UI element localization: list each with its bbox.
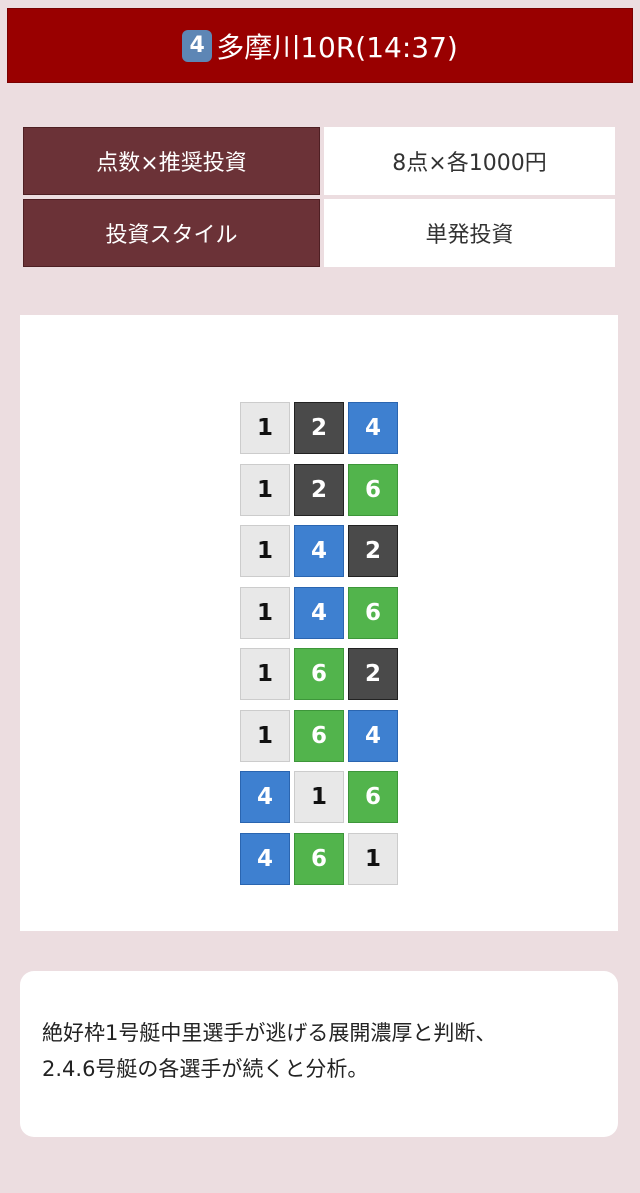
boat-number-cell: 6 [348,586,398,639]
boat-number-cell: 2 [348,648,398,700]
boat-number-cell: 1 [294,771,344,823]
keycap-4-icon: 4 [182,29,213,62]
info-label: 点数×推奨投資 [23,127,320,195]
boat-number-cell: 2 [294,463,344,516]
comment-line: 2.4.6号艇の各選手が続くと分析。 [42,1057,369,1081]
boat-number-cell: 4 [294,525,344,577]
boat-number-cell: 1 [240,525,290,577]
boat-number-cell: 6 [294,832,344,885]
boat-number-cell: 4 [294,586,344,639]
boat-number-cell: 6 [348,771,398,823]
race-header: 4 多摩川10R(14:37) [7,8,633,83]
boat-number-cell: 2 [294,402,344,454]
boat-number-cell: 1 [240,586,290,639]
info-value: 8点×各1000円 [324,127,615,195]
boat-number-cell: 4 [240,771,290,823]
analysis-comment: 絶好枠1号艇中里選手が逃げる展開濃厚と判断、 2.4.6号艇の各選手が続くと分析… [20,971,618,1137]
boat-number-cell: 4 [348,709,398,762]
info-row-style: 投資スタイル 単発投資 [23,199,615,267]
info-value: 単発投資 [324,199,615,267]
boat-number-cell: 2 [348,525,398,577]
boat-number-cell: 6 [294,709,344,762]
race-title: 多摩川10R(14:37) [216,30,458,64]
boat-number-cell: 1 [240,402,290,454]
boat-number-cell: 1 [240,648,290,700]
boat-number-cell: 4 [240,832,290,885]
boat-number-cell: 1 [240,709,290,762]
boat-number-cell: 6 [348,463,398,516]
boat-number-cell: 4 [348,402,398,454]
boat-number-cell: 6 [294,648,344,700]
boat-number-cell: 1 [240,463,290,516]
comment-line: 絶好枠1号艇中里選手が逃げる展開濃厚と判断、 [42,1021,497,1045]
boat-number-cell: 1 [348,832,398,885]
info-row-points: 点数×推奨投資 8点×各1000円 [23,127,615,195]
info-label: 投資スタイル [23,199,320,267]
